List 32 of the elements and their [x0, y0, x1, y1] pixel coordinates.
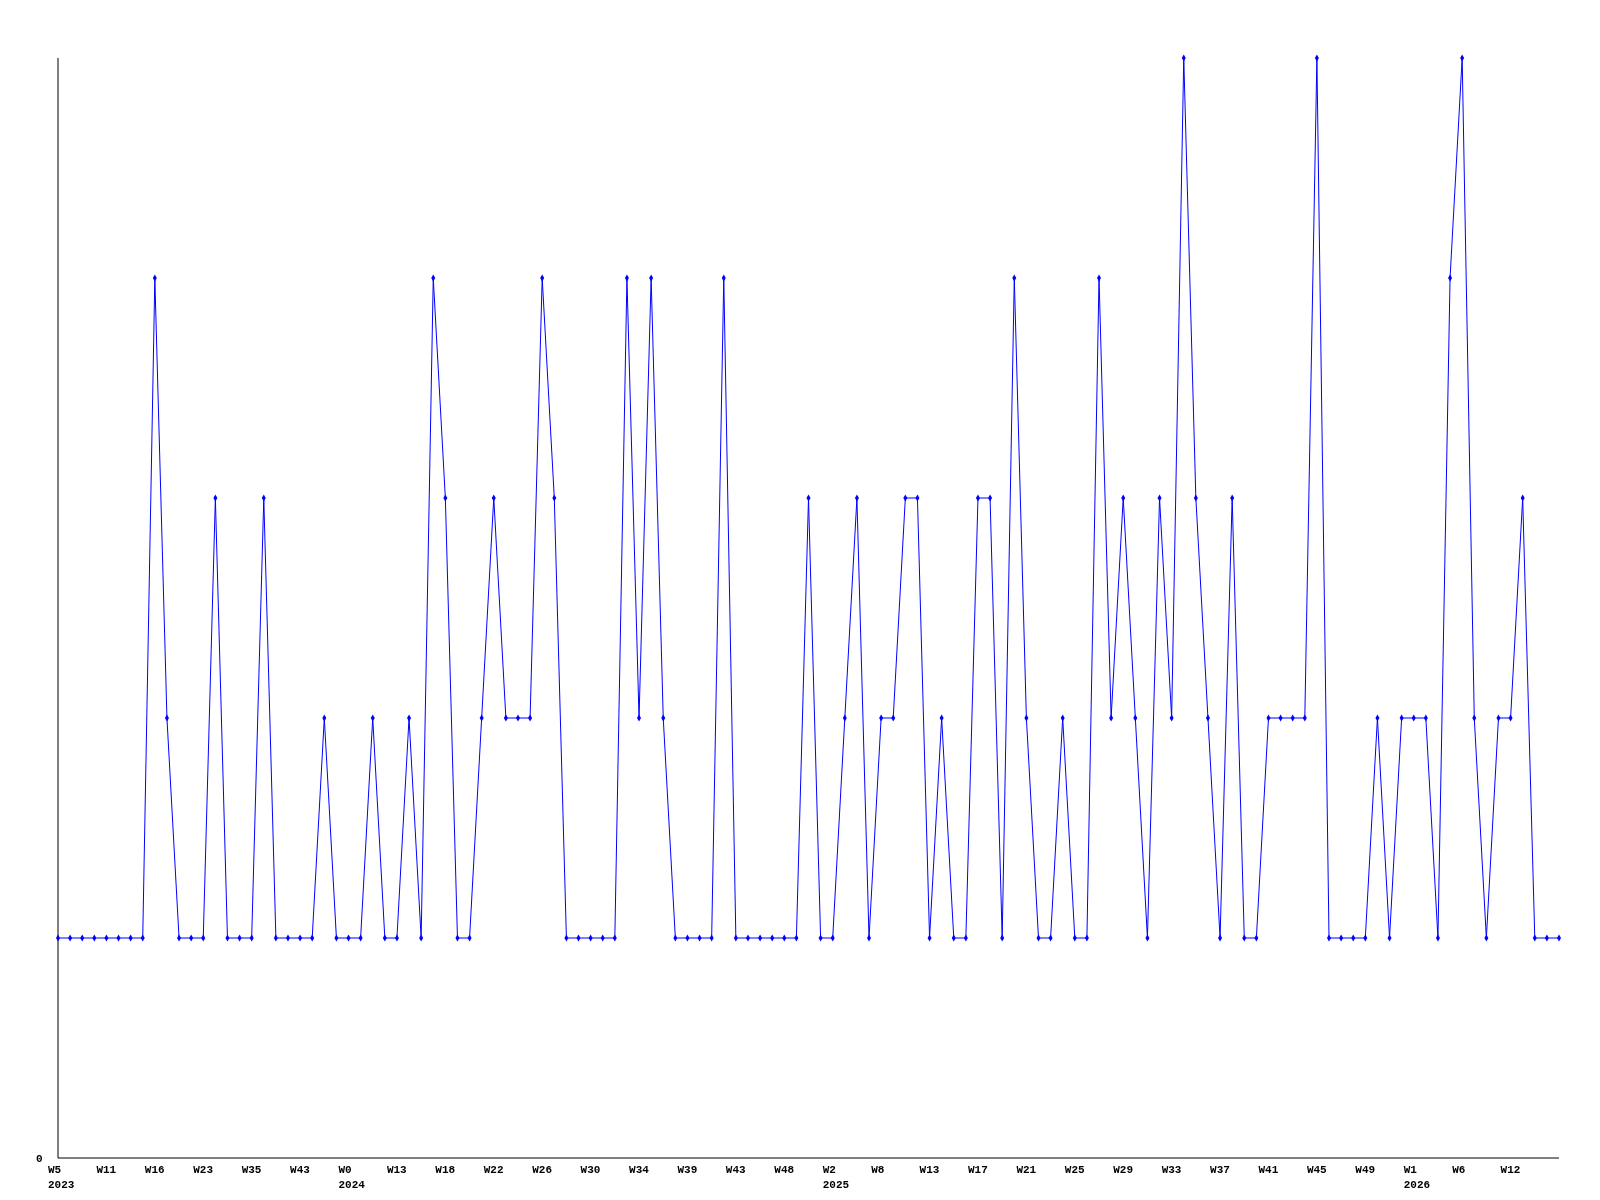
- x-tick-label: W5 2023: [48, 1164, 75, 1191]
- x-tick-label: W25: [1064, 1164, 1086, 1176]
- x-tick-label: W16: [144, 1164, 165, 1176]
- x-tick-label: W43: [725, 1164, 747, 1176]
- x-tick-label: W21: [1016, 1164, 1037, 1176]
- x-tick-label: W22: [483, 1164, 504, 1176]
- x-tick-label: W41: [1258, 1164, 1279, 1176]
- x-tick-label: W13: [386, 1164, 408, 1176]
- x-tick-label: W34: [629, 1164, 650, 1176]
- x-tick-label: W30: [580, 1164, 601, 1176]
- x-tick-label: W43: [290, 1164, 311, 1176]
- x-tick-label: W6: [1452, 1164, 1466, 1176]
- x-tick-label: W2 2025: [822, 1164, 850, 1191]
- x-tick-label: W37: [1210, 1164, 1230, 1176]
- x-tick-label: W45: [1306, 1164, 1328, 1176]
- x-tick-label: W8: [871, 1164, 885, 1176]
- x-tick-label: W1 2026: [1403, 1164, 1431, 1191]
- x-tick-label: W29: [1113, 1164, 1134, 1176]
- x-tick-label: W49: [1355, 1164, 1376, 1176]
- text: 0: [36, 1153, 43, 1165]
- x-tick-label: W17: [967, 1164, 988, 1176]
- x-tick-label: W23: [193, 1164, 214, 1176]
- x-tick-label: W33: [1161, 1164, 1182, 1176]
- x-tick-label: W12: [1500, 1164, 1521, 1176]
- x-tick-label: W0 2024: [338, 1164, 366, 1191]
- x-tick-label: W48: [774, 1164, 795, 1176]
- x-tick-label: W35: [241, 1164, 262, 1176]
- x-tick-label: W39: [677, 1164, 698, 1176]
- x-tick-label: W26: [532, 1164, 553, 1176]
- x-tick-label: W18: [435, 1164, 456, 1176]
- x-tick-label: W11: [96, 1164, 117, 1176]
- x-tick-label: W13: [919, 1164, 940, 1176]
